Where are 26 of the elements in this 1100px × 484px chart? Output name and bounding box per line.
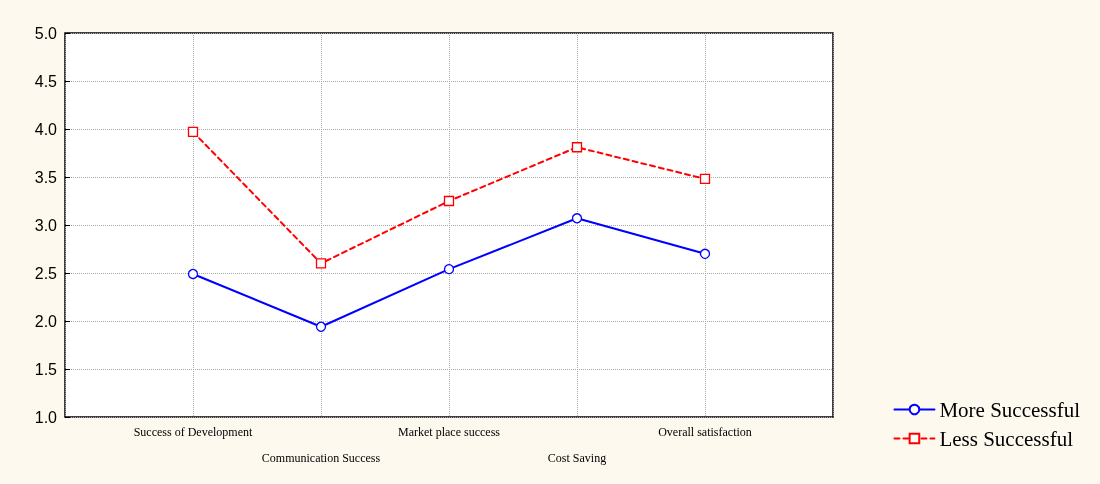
x-tick-label: Cost Saving (547, 450, 607, 465)
x-tick-label: Market place success (398, 424, 501, 439)
y-tick-label: 4.0 (34, 120, 58, 138)
point (315, 321, 327, 332)
y-tick-label: 1.5 (34, 360, 58, 378)
x-tick-label: Overall satisfaction (658, 424, 752, 439)
x-tick-label: Communication Success (261, 450, 381, 465)
point (187, 126, 199, 138)
x-tick-label: Success of Development (133, 424, 253, 439)
y-tick-label: 4.5 (34, 72, 58, 90)
point (187, 268, 199, 280)
point (315, 258, 327, 269)
point (443, 195, 455, 207)
point (699, 248, 711, 259)
point (571, 213, 583, 224)
y-tick-label: 1.0 (34, 408, 58, 426)
point (443, 264, 455, 275)
y-tick-label: 2.0 (34, 312, 58, 330)
y-tick-label: 5.0 (34, 24, 58, 42)
y-tick-label: 2.5 (34, 264, 58, 282)
legend-label: More Successful (939, 397, 1081, 422)
legend-label: Less Successful (939, 426, 1074, 451)
point (699, 173, 711, 185)
y-tick-label: 3.0 (34, 216, 58, 234)
y-tick-label: 3.5 (34, 168, 58, 186)
point (571, 142, 583, 153)
